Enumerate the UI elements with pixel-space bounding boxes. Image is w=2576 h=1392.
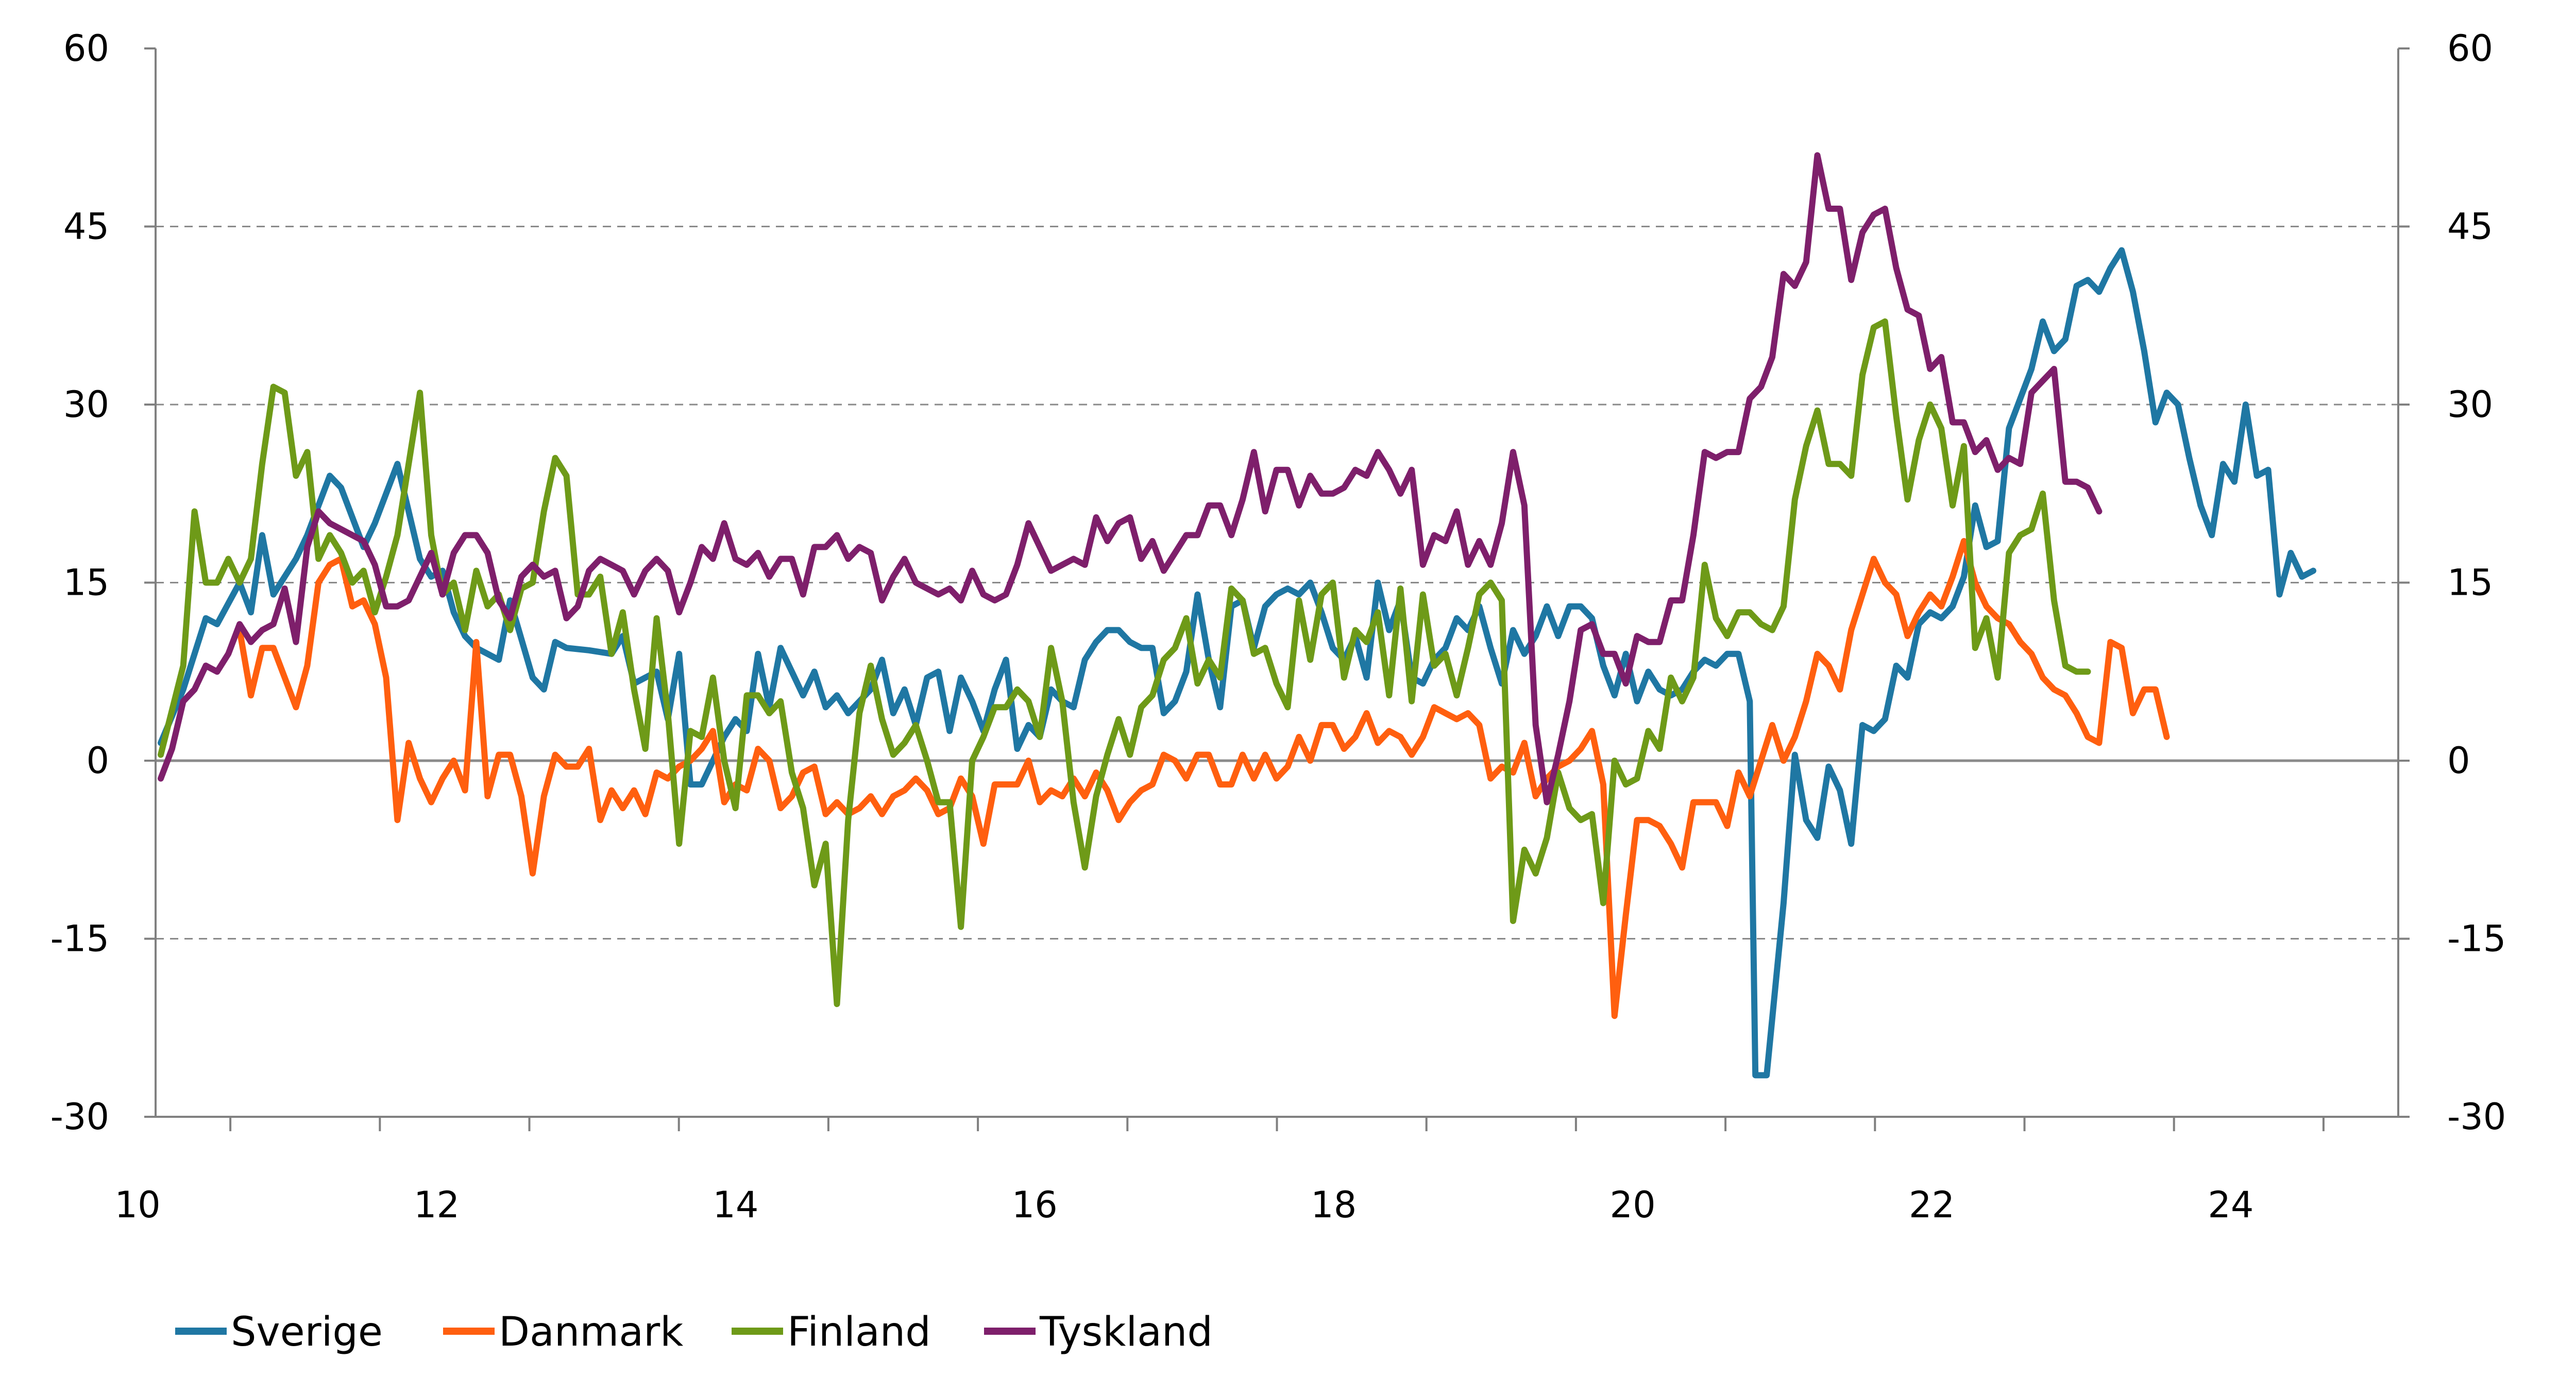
x-tick-label: 16 xyxy=(1012,1184,1058,1226)
x-tick-label: 20 xyxy=(1610,1184,1656,1226)
series-line-tyskland xyxy=(158,152,2103,806)
x-tick-label: 14 xyxy=(713,1184,758,1226)
legend-label-tyskland: Tyskland xyxy=(1039,1309,1213,1355)
legend: Sverige Danmark Finland Tyskland xyxy=(175,1309,1213,1355)
x-tick-label: 22 xyxy=(1909,1184,1955,1226)
x-tick-label: 10 xyxy=(115,1184,161,1226)
y-tick-label-right: 15 xyxy=(2447,562,2493,604)
y-tick-label-left: 60 xyxy=(63,27,109,70)
grid-lines xyxy=(156,226,2398,940)
y-tick-label-right: -15 xyxy=(2447,918,2506,960)
x-tick-label: 12 xyxy=(414,1184,460,1226)
legend-label-finland: Finland xyxy=(787,1309,931,1355)
y-tick-label-left: 15 xyxy=(63,562,109,604)
y-tick-label-left: 30 xyxy=(63,383,109,426)
y-tick-label-left: -30 xyxy=(50,1096,109,1138)
y-tick-label-left: -15 xyxy=(50,918,109,960)
tick-labels: 60 60 45 45 30 30 15 15 0 0 -15 -15 -30 -30 10 12 14 16 18… xyxy=(50,27,2506,1226)
x-tick-label: 18 xyxy=(1311,1184,1357,1226)
y-tick-label-right: 45 xyxy=(2447,206,2493,248)
y-tick-label-right: -30 xyxy=(2447,1096,2506,1138)
legend-label-sverige: Sverige xyxy=(231,1309,383,1355)
y-tick-label-left: 45 xyxy=(63,206,109,248)
y-tick-label-left: 0 xyxy=(86,740,109,782)
series-line-danmark xyxy=(236,538,2170,1019)
x-tick-label: 24 xyxy=(2208,1184,2253,1226)
y-tick-label-right: 0 xyxy=(2447,740,2470,782)
legend-label-danmark: Danmark xyxy=(499,1309,683,1355)
y-tick-label-right: 30 xyxy=(2447,383,2493,426)
y-tick-label-right: 60 xyxy=(2447,27,2493,70)
axes xyxy=(144,47,2410,1131)
series-line-finland xyxy=(158,318,2091,1008)
series-lines xyxy=(158,152,2316,1079)
